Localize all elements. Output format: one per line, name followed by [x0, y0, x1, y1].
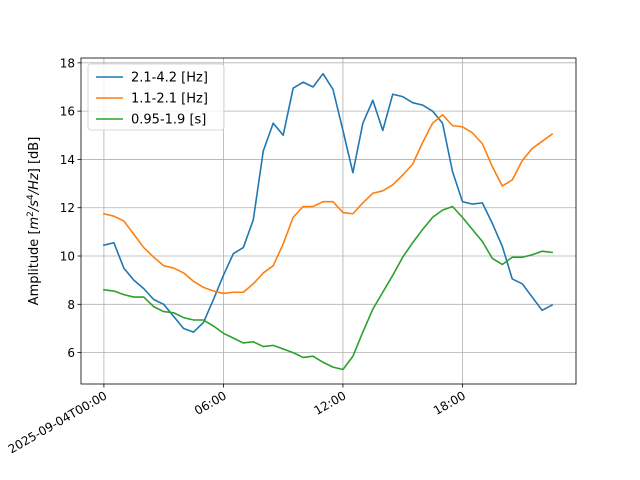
y-tick-label: 8: [67, 298, 75, 312]
legend-label-0: 2.1-4.2 [Hz]: [131, 71, 208, 86]
y-label-sup1: 2: [26, 211, 36, 217]
y-label-hz: /Hz: [27, 172, 42, 195]
legend: 2.1-4.2 [Hz] 1.1-2.1 [Hz] 0.95-1.9 [s]: [87, 63, 225, 131]
series-line-1: [102, 113, 554, 295]
y-tick-label: 6: [67, 346, 75, 360]
legend-box: [87, 63, 225, 131]
y-label-m: m: [27, 217, 42, 230]
legend-label-1: 1.1-2.1 [Hz]: [131, 92, 208, 107]
y-label-sup2: 4: [26, 194, 36, 200]
series-lines: [102, 72, 554, 371]
plot-frame: [80, 57, 577, 385]
series-line-2: [103, 205, 553, 371]
y-label-mid: /s: [27, 200, 42, 212]
y-tick-label: 10: [60, 250, 75, 264]
y-tick-label: 14: [60, 153, 75, 167]
y-label-suffix: ] [dB]: [27, 137, 42, 174]
y-label-prefix: Amplitude [: [27, 229, 42, 305]
series-line-0: [102, 72, 554, 333]
y-tick-label: 18: [60, 56, 75, 70]
legend-label-2: 0.95-1.9 [s]: [131, 113, 206, 128]
y-tick-label: 16: [60, 105, 75, 119]
y-tick-label: 12: [60, 201, 75, 215]
y-axis-label: Amplitude [m2/s4/Hz] [dB]: [26, 137, 42, 306]
